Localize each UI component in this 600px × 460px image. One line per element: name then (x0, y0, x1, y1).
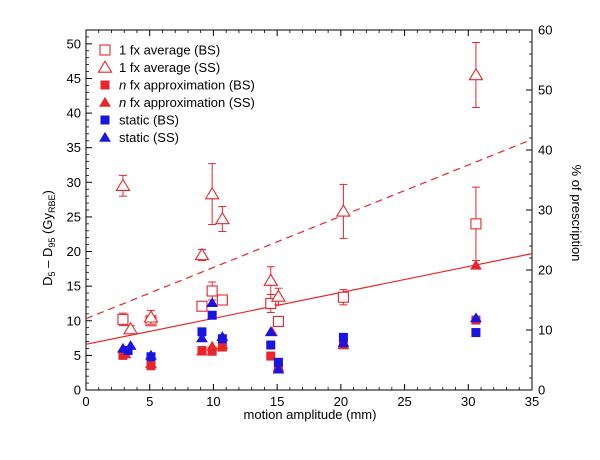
svg-text:D5 – D95 (GyRBE): D5 – D95 (GyRBE) (40, 190, 57, 286)
y-left-tick-label: 30 (67, 175, 81, 190)
point-1-fx-average-ss (214, 211, 230, 225)
legend-label-0: 1 fx average (BS) (119, 43, 220, 58)
point-n-fx-approximation-ss (206, 340, 219, 351)
legend-marker-4 (100, 115, 110, 125)
fit-line-solid (85, 253, 533, 345)
point-static-ss (117, 342, 129, 353)
point-static-bs (266, 340, 276, 350)
x-tick-label: 10 (206, 394, 220, 409)
point-static-ss (470, 312, 482, 323)
point-static-bs (207, 310, 217, 320)
x-tick-label: 0 (82, 394, 89, 409)
x-tick-label: 25 (397, 394, 411, 409)
y-left-tick-label: 20 (67, 244, 81, 259)
legend: 1 fx average (BS) 1 fx average (SS) n fx a… (97, 43, 255, 145)
y-right-tick-label: 50 (538, 83, 552, 98)
legend-label-3: n fx approximation (SS) (119, 95, 255, 110)
y-left-tick-label: 10 (67, 313, 81, 328)
point-static-ss (124, 340, 137, 350)
x-axis-label: motion amplitude (mm) (244, 407, 377, 422)
point-1-fx-average-ss (143, 309, 159, 323)
point-n-fx-approximation-ss (145, 358, 157, 368)
point-1-fx-average-bs (196, 300, 208, 312)
y-right-tick-label: 60 (538, 23, 552, 38)
x-tick-label: 15 (270, 394, 284, 409)
point-1-fx-average-ss (263, 273, 279, 286)
point-1-fx-average-ss (194, 247, 210, 261)
point-static-ss (264, 326, 277, 337)
point-1-fx-average-bs (272, 315, 284, 328)
point-1-fx-average-ss (335, 204, 351, 217)
point-n-fx-approximation-ss (196, 345, 208, 356)
y-left-tick-label: 40 (67, 106, 81, 121)
y-left-tick-label: 5 (74, 348, 81, 363)
y-right-tick-label: 30 (538, 203, 552, 218)
y-left-tick-label: 0 (74, 383, 81, 398)
legend-marker-3 (99, 96, 111, 107)
point-static-ss (206, 297, 219, 307)
axes: 0 5 10 15 20 25 30 3505101520253035404550010203… (67, 23, 553, 410)
y-right-tick-label: 40 (538, 143, 552, 158)
y-left-tick-label: 45 (67, 71, 81, 86)
y-right-tick-label: 10 (538, 323, 552, 338)
legend-marker-5 (99, 131, 111, 142)
point-1-fx-average-ss (123, 321, 139, 335)
point-static-ss (216, 331, 229, 341)
point-static-bs (123, 346, 133, 356)
x-tick-label: 20 (334, 394, 348, 409)
legend-marker-1 (97, 60, 113, 73)
point-static-ss (145, 349, 157, 360)
legend-label-2: n fx approximation (BS) (119, 78, 255, 93)
y-left-tick-label: 35 (67, 140, 81, 155)
y-axis-label-left: D5 – D95 (GyRBE) (40, 190, 57, 286)
point-static-ss (272, 363, 285, 374)
point-n-fx-approximation-ss (216, 339, 229, 350)
legend-label-4: static (BS) (119, 113, 179, 128)
point-1-fx-average-bs (117, 313, 129, 325)
y-left-tick-label: 50 (67, 36, 81, 51)
x-tick-label: 35 (525, 394, 539, 409)
y-axis-label-right: % of prescription (569, 165, 584, 262)
legend-label-5: static (SS) (119, 130, 179, 145)
point-1-fx-average-bs (216, 294, 228, 306)
point-1-fx-average-ss (468, 67, 484, 81)
legend-label-1: 1 fx average (SS) (119, 60, 220, 75)
point-1-fx-average-bs (470, 218, 482, 230)
legend-marker-2 (100, 80, 110, 90)
point-1-fx-average-ss (204, 186, 220, 200)
data-points (115, 41, 484, 374)
point-n-fx-approximation-bs (266, 351, 276, 361)
y-left-tick-label: 15 (67, 279, 81, 294)
x-tick-label: 30 (461, 394, 475, 409)
fit-line-dashed (85, 138, 533, 320)
point-1-fx-average-bs (337, 291, 349, 303)
point-1-fx-average-ss (115, 178, 131, 192)
point-static-ss (337, 337, 350, 348)
y-right-tick-label: 0 (538, 383, 545, 398)
point-static-bs (197, 327, 207, 337)
legend-marker-0 (99, 44, 111, 56)
point-static-bs (471, 328, 481, 338)
point-1-fx-average-bs (206, 285, 218, 297)
point-1-fx-average-bs (265, 297, 277, 310)
point-static-bs (273, 357, 283, 367)
x-tick-label: 5 (146, 394, 153, 409)
y-left-tick-label: 25 (67, 209, 81, 224)
point-static-ss (196, 332, 208, 343)
point-n-fx-approximation-ss (470, 259, 482, 270)
fit-lines (85, 138, 533, 345)
y-right-tick-label: 20 (538, 263, 552, 278)
point-1-fx-average-ss (270, 289, 286, 302)
point-n-fx-approximation-bs (207, 346, 217, 356)
